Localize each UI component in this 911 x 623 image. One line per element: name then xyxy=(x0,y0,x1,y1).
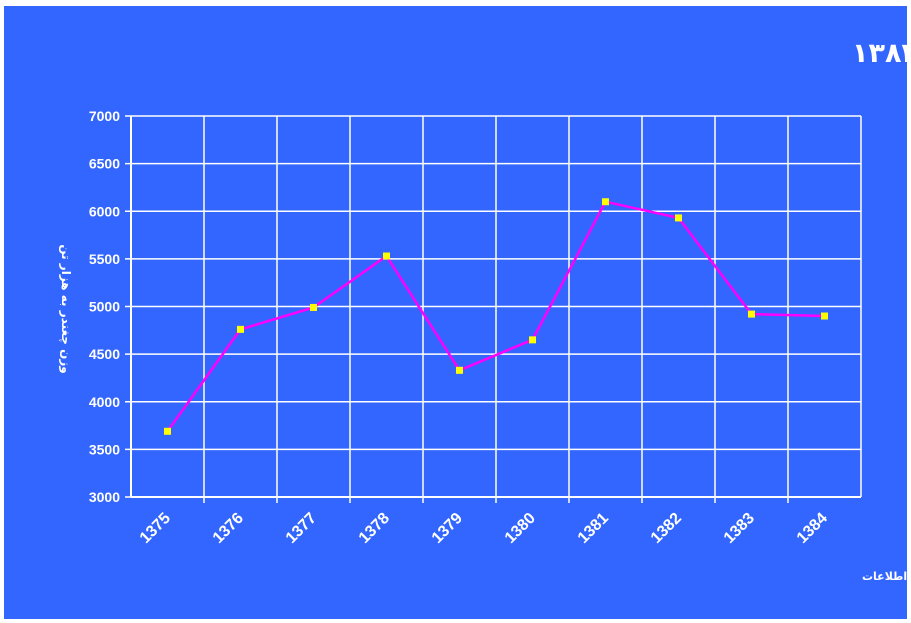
y-tick-label: 6000 xyxy=(89,203,120,219)
x-tick-label: 1382 xyxy=(648,510,685,547)
data-point xyxy=(310,303,317,311)
series-line xyxy=(166,200,825,433)
x-tick-label: 1375 xyxy=(137,510,174,547)
data-markers xyxy=(164,198,828,435)
y-tick-label: 7000 xyxy=(89,108,120,124)
y-tick-label: 4500 xyxy=(89,346,120,362)
data-point xyxy=(529,336,536,344)
x-tick-label: 1384 xyxy=(794,510,831,547)
y-axis-label: وزن چغندر به هزار تن xyxy=(58,244,73,373)
y-tick-label: 5000 xyxy=(89,299,120,315)
x-tick-label: 1377 xyxy=(283,510,320,547)
y-tick-label: 6500 xyxy=(89,156,120,172)
source-note: واحد فن آوری اطلاعات xyxy=(862,569,907,583)
x-axis-ticks: 1375 1376 1377 1378 1379 1380 1381 1382 1383 1384 xyxy=(137,510,831,547)
data-point xyxy=(748,310,755,318)
x-tick-label: 1383 xyxy=(721,510,758,547)
data-point xyxy=(675,214,682,222)
y-tick-label: 5500 xyxy=(89,251,120,267)
y-axis-ticks: 3000 3500 4000 4500 5000 5500 6000 6500 7000 xyxy=(89,108,120,505)
x-tick-label: 1381 xyxy=(575,510,612,547)
x-tick-label: 1380 xyxy=(502,510,539,547)
line-chart: روند تولید چغندر قند در سالهای ۱۳۷۵-۱۳۸۴… xyxy=(58,38,907,583)
chart-background: روند تولید چغندر قند در سالهای ۱۳۷۵-۱۳۸۴… xyxy=(4,6,907,619)
data-point xyxy=(821,312,828,320)
x-tick-label: 1378 xyxy=(356,510,393,547)
y-tick-label: 3000 xyxy=(89,489,120,505)
y-tick-label: 4000 xyxy=(89,394,120,410)
data-point xyxy=(237,325,244,333)
y-tick-label: 3500 xyxy=(89,441,120,457)
x-tick-label: 1376 xyxy=(210,510,247,547)
data-point xyxy=(164,427,171,435)
data-point xyxy=(383,252,390,260)
chart-title: روند تولید چغندر قند در سالهای ۱۳۷۵-۱۳۸۴ xyxy=(852,38,907,69)
x-tick-label: 1379 xyxy=(429,510,466,547)
data-point xyxy=(602,198,609,206)
data-point xyxy=(456,366,463,374)
grid xyxy=(125,115,862,503)
